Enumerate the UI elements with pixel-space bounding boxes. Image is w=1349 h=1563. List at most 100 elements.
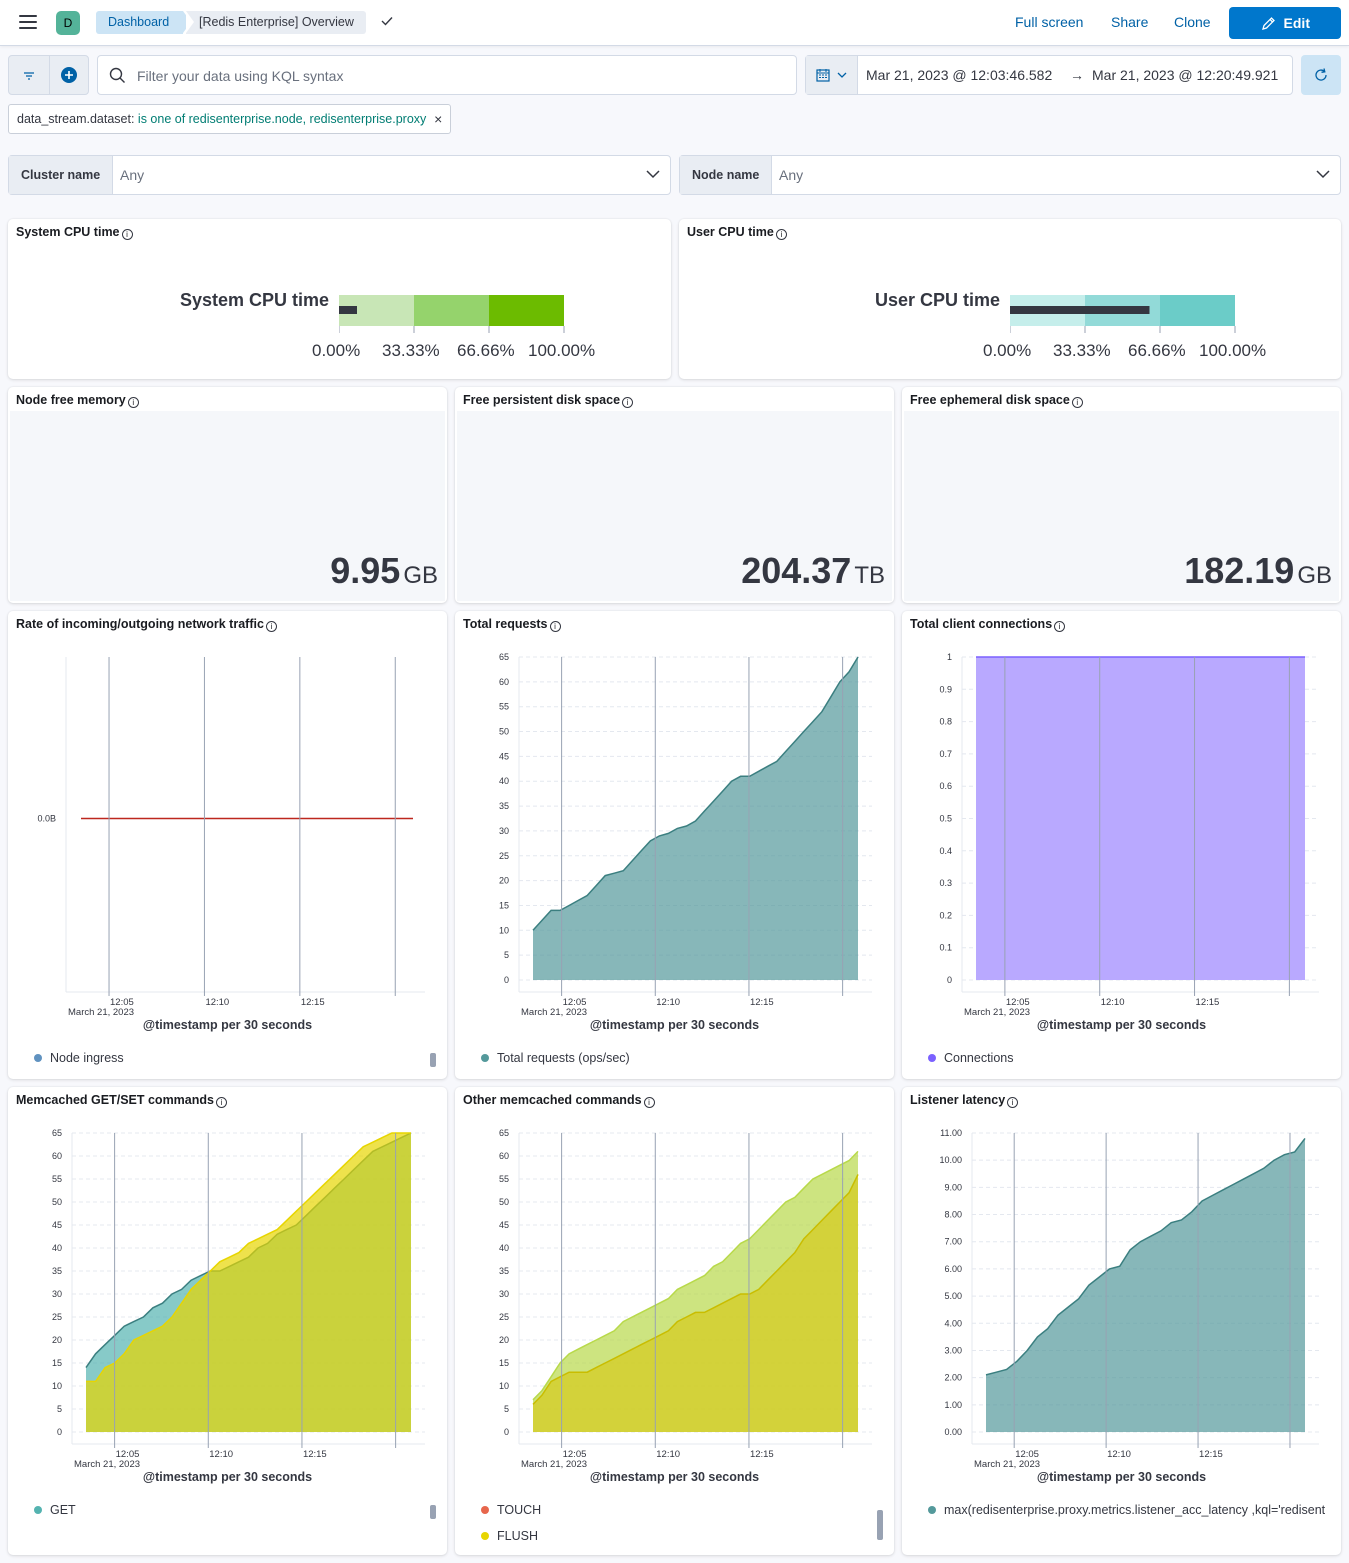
quick-select-button[interactable] (806, 56, 858, 94)
system-cpu-gauge (339, 295, 565, 333)
legend-item[interactable]: Connections (928, 1051, 1014, 1065)
gauge-tick: 66.66% (457, 341, 515, 360)
legend-item[interactable]: max(redisenterprise.proxy.metrics.listen… (928, 1503, 1325, 1517)
breadcrumb-dashboard[interactable]: Dashboard (96, 11, 192, 34)
series-line (532, 1174, 859, 1405)
filter-icon[interactable] (23, 70, 35, 82)
chart-svg: 0.0B 12:05 12:10 12:15 March 21, 2023 (37, 657, 425, 1018)
series-area (986, 1138, 1305, 1432)
legend-scrollbar[interactable] (430, 1505, 436, 1519)
gauge-band-high (489, 295, 564, 326)
legend-item[interactable]: Node ingress (34, 1051, 124, 1065)
x-date-label: March 21, 2023 (521, 1459, 587, 1470)
space-avatar[interactable]: D (56, 11, 80, 35)
y-tick-label: 0.5 (939, 814, 952, 824)
legend-item[interactable]: FLUSH (481, 1529, 538, 1543)
legend-scrollbar[interactable] (877, 1510, 883, 1540)
info-icon[interactable]: i (1054, 621, 1066, 632)
y-tick-label: 40 (499, 1243, 509, 1253)
y-tick-label: 45 (499, 1220, 509, 1230)
series-area (533, 1174, 858, 1432)
x-date-label: March 21, 2023 (521, 1007, 587, 1018)
arrow-right-icon: → (1070, 67, 1084, 83)
y-tick-label: 15 (52, 1358, 62, 1368)
legend-label: GET (50, 1503, 76, 1517)
x-tick-label: 12:15 (1199, 1449, 1223, 1460)
menu-icon[interactable] (19, 15, 37, 29)
free-persistent-disk-panel: Free persistent disk space i 204.37 TB (455, 387, 894, 603)
info-icon[interactable]: i (215, 1097, 227, 1108)
y-tick-label: 45 (499, 751, 509, 761)
total-requests-panel: Total requests i 65 60 55 50 45 40 35 30 25 20 15 10 5… (455, 611, 894, 1079)
panel-title: Other memcached commands i (463, 1093, 655, 1108)
y-tick-label: 5 (57, 1404, 62, 1414)
filter-field: data_stream.dataset: (17, 112, 135, 126)
legend-item[interactable]: GET (34, 1503, 76, 1517)
share-button[interactable]: Share (1111, 14, 1149, 30)
kql-search-input[interactable]: Filter your data using KQL syntax (97, 55, 797, 95)
legend-item[interactable]: Total requests (ops/sec) (481, 1051, 630, 1065)
legend-dot (34, 1506, 42, 1514)
info-icon[interactable]: i (121, 229, 133, 240)
y-tick-label: 30 (52, 1289, 62, 1299)
x-axis-title: @timestamp per 30 seconds (142, 1470, 313, 1484)
legend-dot (481, 1532, 489, 1540)
full-screen-button[interactable]: Full screen (1015, 14, 1084, 30)
legend-item[interactable]: TOUCH (481, 1503, 541, 1517)
edit-button[interactable]: Edit (1229, 7, 1341, 39)
node-name-label: Node name (680, 156, 773, 194)
panel-title: Total requests i (463, 617, 561, 632)
legend-scrollbar[interactable] (430, 1053, 436, 1067)
check-icon[interactable] (380, 14, 394, 28)
x-tick-label: 12:05 (563, 997, 587, 1008)
close-icon[interactable]: × (434, 111, 443, 127)
y-tick-label: 10 (499, 925, 509, 935)
clone-button[interactable]: Clone (1174, 14, 1211, 30)
info-icon[interactable]: i (265, 621, 277, 632)
y-tick-label: 0.4 (939, 846, 952, 856)
node-name-control[interactable]: Node name Any (679, 155, 1341, 195)
info-icon[interactable]: i (127, 397, 139, 408)
y-tick-label: 30 (499, 1289, 509, 1299)
y-tick-label: 65 (499, 1128, 509, 1138)
system-cpu-panel: System CPU time i System CPU time 0.00% 3… (8, 219, 671, 379)
series-line (532, 1150, 859, 1401)
y-tick-label: 0.6 (939, 781, 952, 791)
date-picker[interactable]: Mar 21, 2023 @ 12:03:46.582 → Mar 21, 20… (805, 55, 1293, 95)
end-date[interactable]: Mar 21, 2023 @ 12:20:49.921 (1092, 67, 1279, 83)
panel-title: Free persistent disk space i (463, 393, 634, 408)
query-menu-group (8, 55, 89, 95)
legend-dot (34, 1054, 42, 1062)
memcached-get-set-panel: Memcached GET/SET commands i 65 60 55 50 45 40 3… (8, 1087, 447, 1555)
y-tick-label: 7.00 (944, 1237, 962, 1247)
info-icon[interactable]: i (622, 397, 634, 408)
start-date[interactable]: Mar 21, 2023 @ 12:03:46.582 (866, 67, 1053, 83)
y-tick-label: 60 (499, 1151, 509, 1161)
y-tick-label: 10 (499, 1381, 509, 1391)
x-tick-label: 12:10 (1101, 997, 1125, 1008)
x-tick-label: 12:15 (1196, 997, 1220, 1008)
y-tick-label: 20 (52, 1335, 62, 1345)
free-ephemeral-disk-panel: Free ephemeral disk space i 182.19 GB (902, 387, 1341, 603)
y-tick-label: 3.00 (944, 1345, 962, 1355)
y-tick-label: 0.8 (939, 717, 952, 727)
add-filter-icon[interactable] (60, 66, 78, 84)
x-tick-label: 12:05 (563, 1449, 587, 1460)
info-icon[interactable]: i (1071, 397, 1083, 408)
refresh-button[interactable] (1301, 55, 1341, 95)
user-cpu-panel: User CPU time i User CPU time 0.00% 33.33… (679, 219, 1341, 379)
info-icon[interactable]: i (549, 621, 561, 632)
network-traffic-panel: Rate of incoming/outgoing network traffi… (8, 611, 447, 1079)
info-icon[interactable]: i (643, 1097, 655, 1108)
metric-background (904, 411, 1339, 601)
user-cpu-gauge (1010, 295, 1236, 333)
filter-pill[interactable]: data_stream.dataset: is one of redisente… (8, 104, 452, 134)
cluster-name-control[interactable]: Cluster name Any (8, 155, 671, 195)
y-tick-label: 5 (504, 950, 509, 960)
info-icon[interactable]: i (1007, 1097, 1019, 1108)
y-tick-label: 65 (52, 1128, 62, 1138)
info-icon[interactable]: i (775, 229, 787, 240)
metric-value: 204.37 TB (741, 550, 885, 591)
